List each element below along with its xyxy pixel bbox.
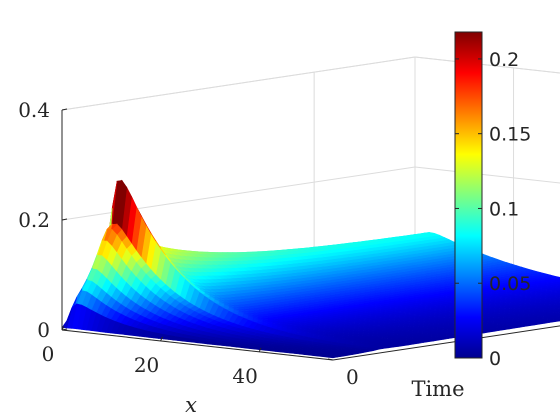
grid-top-edge [61,56,416,111]
x-tick-label: 20 [134,353,159,377]
x-tick-label: 0 [42,342,55,366]
time-tick [327,358,334,361]
axis-labels: x Time [185,377,464,417]
colorbar: 0 0.05 0.1 0.15 0.2 [454,31,531,370]
z-tick-label: 0.4 [18,98,50,122]
z-tick [61,108,68,111]
colorbar-tick-label: 0.15 [489,124,531,146]
time-axis-label: Time [411,377,464,401]
colorbar-tick-label: 0.05 [489,273,531,295]
grid-line-z-back [414,56,560,74]
z-tick-label: 0 [37,318,50,342]
time-tick-label: 0 [346,365,359,389]
axes: 0204005000.20.4 [18,98,560,389]
colorbar-tick-label: 0.2 [489,49,519,71]
z-tick [61,328,68,331]
colorbar-bar [454,31,483,359]
surface [61,179,560,359]
x-tick-label: 40 [232,364,257,388]
time-axis-line [332,325,560,361]
x-tick [160,336,163,342]
grid-line-z-back [414,166,560,184]
colorbar-tick-label: 0 [489,348,501,370]
x-axis-label: x [185,393,197,417]
colorbar-tick-label: 0.1 [489,198,519,220]
z-tick-label: 0.2 [18,208,50,232]
surface-patch [61,307,73,329]
x-tick [61,325,65,331]
grid-top-edge [414,56,560,74]
x-tick [258,347,262,353]
z-tick [61,218,68,221]
x-axis-line [61,329,334,361]
